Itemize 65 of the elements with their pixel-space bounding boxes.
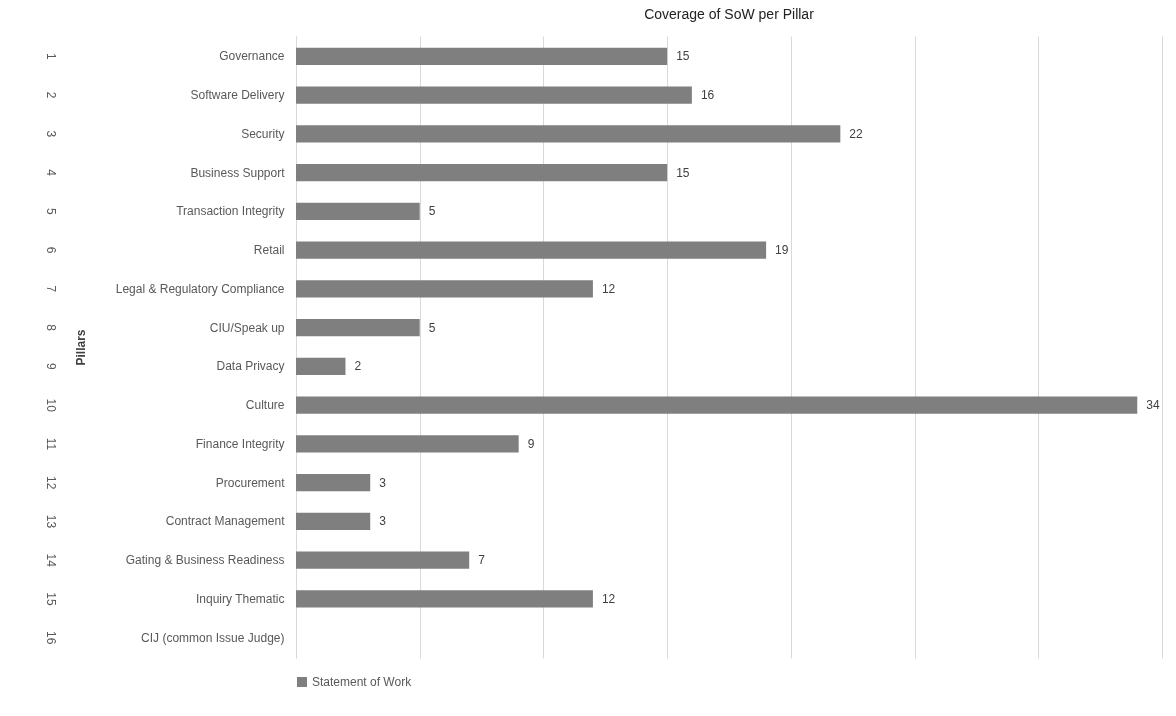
y-tick-label: Retail (253, 243, 285, 258)
text: 1 (44, 53, 58, 60)
bar (296, 396, 1138, 414)
text: 12 (44, 475, 58, 490)
text: 2 (44, 91, 58, 99)
y-tick-label: Governance (219, 49, 285, 64)
text: 3 (44, 130, 58, 138)
y-tick-label: Software Delivery (190, 88, 285, 103)
chart-title: Coverage of SoW per Pillar (644, 6, 815, 22)
bar (296, 86, 692, 104)
bar (296, 47, 668, 66)
data-label: 12 (601, 281, 616, 296)
text: 6 (44, 246, 58, 254)
data-label: 15 (676, 49, 690, 64)
data-label: 9 (527, 436, 535, 451)
data-label: 7 (478, 553, 486, 568)
bar (296, 125, 841, 143)
y-tick-label: CIU/Speak up (209, 320, 285, 335)
text: 13 (44, 514, 58, 529)
bar (296, 241, 767, 259)
y-tick-label: Contract Management (165, 514, 286, 529)
bar (296, 590, 593, 608)
data-label: 15 (676, 165, 690, 180)
text: 8 (44, 324, 58, 332)
data-label: 12 (601, 591, 616, 606)
data-label: 34 (1146, 398, 1160, 413)
bar (296, 551, 470, 569)
bar (296, 202, 420, 221)
y-tick-label: Data Privacy (216, 359, 285, 374)
bar (296, 280, 593, 298)
y-tick-label: Finance Integrity (195, 436, 285, 451)
bar (296, 473, 371, 492)
text: 4 (44, 169, 58, 177)
text: 9 (44, 363, 58, 371)
text: 7 (44, 285, 58, 293)
y-tick-label: Culture (245, 398, 285, 413)
text: 16 (44, 630, 58, 645)
y-axis-title: Pillars (73, 329, 88, 366)
bar (296, 357, 346, 376)
data-label: 3 (379, 514, 387, 529)
text: 10 (44, 398, 58, 413)
text: 5 (44, 208, 58, 216)
bar (296, 435, 519, 453)
data-label: 3 (379, 475, 387, 490)
data-label: 19 (775, 243, 789, 258)
bar (296, 512, 371, 531)
y-tick-label: Gating & Business Readiness (125, 553, 285, 568)
bar (296, 318, 420, 337)
data-label: 5 (428, 204, 436, 219)
data-label: 2 (354, 359, 362, 374)
text: 15 (44, 592, 58, 606)
data-label: 22 (849, 126, 864, 141)
bar (296, 163, 668, 182)
data-label: 16 (700, 88, 715, 103)
y-tick-label: Security (241, 126, 285, 141)
data-label: 5 (428, 320, 436, 335)
y-tick-label: Procurement (215, 475, 286, 490)
y-tick-label: Transaction Integrity (176, 204, 285, 219)
y-tick-label: Business Support (190, 165, 286, 180)
y-tick-label: CIJ (common Issue Judge) (141, 630, 285, 645)
y-tick-label: Legal & Regulatory Compliance (115, 281, 285, 296)
text: 14 (44, 553, 58, 568)
y-tick-label: Inquiry Thematic (196, 591, 285, 606)
text: 11 (44, 437, 58, 451)
legend-label: Statement of Work (312, 675, 413, 689)
